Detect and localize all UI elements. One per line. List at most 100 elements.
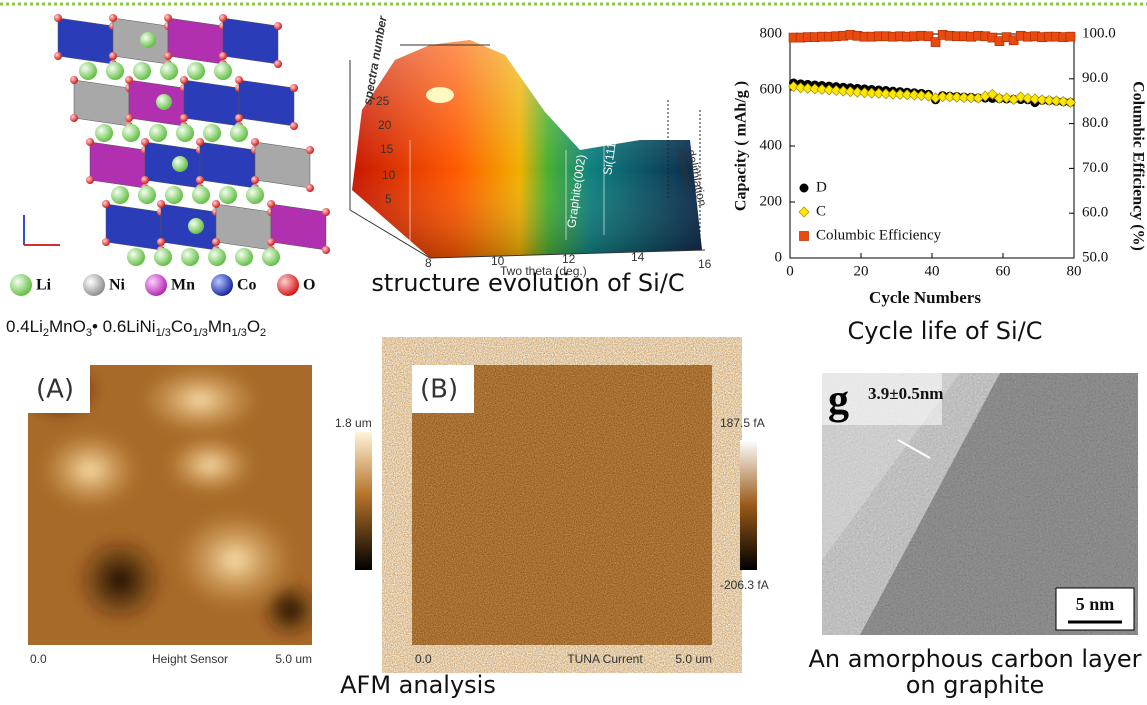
lithium [188,218,204,234]
oxygen [212,200,220,208]
oxygen [251,176,259,184]
legend-text: O [303,277,315,294]
oxygen [164,52,172,60]
oxygen [54,52,62,60]
oxygen [274,22,282,30]
polyhedron [271,204,326,250]
tick: 25 [376,94,390,108]
polyhedron [223,18,278,64]
surface-shade [352,40,702,258]
tick: 15 [380,142,394,156]
marker [800,232,809,241]
oxygen [290,84,298,92]
lithium [79,62,97,80]
oxygen [251,138,259,146]
pit [260,580,320,640]
scale-label: -206.3 fA [720,578,769,592]
lithium [106,62,124,80]
lithium [192,186,210,204]
polyhedron [74,80,129,126]
legend-ball [10,274,32,296]
legend-text: Columbic Efficiency [816,227,942,243]
plot-frame [790,34,1074,258]
grain [140,365,260,435]
legend-ball [277,274,299,296]
lithium [246,186,264,204]
lithium [160,62,178,80]
afm-a: (A) 1.8 um 0.0 Height Sensor 5.0 um [20,360,372,666]
axis-text: 5.0 um [675,652,712,666]
lithium [127,248,145,266]
axis-text: 0.0 [415,652,432,666]
crystal-structure [24,14,330,266]
axis-text: 0.0 [30,652,47,666]
lithium [214,62,232,80]
oxygen [219,14,227,22]
legend-ball [211,274,233,296]
lithium [140,32,156,48]
lithium [208,248,226,266]
x-tick-label: 20 [854,263,869,279]
lithium [235,248,253,266]
formula-part: Co [171,317,193,336]
formula-part: MnO [49,317,86,336]
oxygen [180,114,188,122]
oxygen [109,52,117,60]
formula-sub: 1/3 [232,327,247,339]
oxygen [196,176,204,184]
lithium [262,248,280,266]
oxygen [235,76,243,84]
y-tick-label: 600 [760,81,783,97]
y2-tick-label: 80.0 [1082,115,1108,131]
grain [40,430,140,510]
oxygen [180,76,188,84]
oxygen [267,200,275,208]
formula-sub: 1/3 [156,327,171,339]
oxygen [290,122,298,130]
oxygen [322,246,330,254]
oxygen [54,14,62,22]
x-axis-label: Cycle Numbers [869,288,981,307]
oxygen [86,176,94,184]
oxygen [141,176,149,184]
tick: 20 [378,118,392,132]
axis-text: TUNA Current [567,652,643,666]
marker [799,207,809,217]
y-tick-label: 400 [760,137,783,153]
formula-part: Mn [208,317,232,336]
highlight [426,87,454,103]
formula-sub: 2 [260,327,266,339]
panel-label: (B) [420,375,458,405]
polyhedron [216,204,271,250]
y2-tick-label: 50.0 [1082,249,1108,265]
polyhedron [106,204,161,250]
caption: Cycle life of Si/C [848,317,1043,345]
oxygen [70,76,78,84]
pit [75,535,165,625]
formula-sub: 1/3 [193,327,208,339]
lithium [138,186,156,204]
oxygen [306,184,314,192]
oxygen [86,138,94,146]
lithium [219,186,237,204]
caption: AFM analysis [340,671,496,699]
x-tick-label: 0 [786,263,794,279]
color-bar [740,440,757,570]
oxygen [109,14,117,22]
marker [1066,32,1075,41]
afm-b: (B) 187.5 fA -206.3 fA 0.0 TUNA Current … [412,365,769,666]
y-tick-label: 0 [775,249,783,265]
legend-text: Mn [171,277,195,294]
lithium [149,124,167,142]
y-axis-label: Capacity ( mAh/g ) [733,81,750,211]
oxygen [219,52,227,60]
oxygen [274,60,282,68]
lithium [176,124,194,142]
oxygen [267,238,275,246]
caption: structure evolution of Si/C [371,269,684,297]
y-tick-label: 200 [760,193,783,209]
legend-text: D [816,179,827,195]
lithium [156,94,172,110]
oxygen [102,200,110,208]
cycle-chart: Capacity ( mAh/g ) Columbic Efficiency (… [733,25,1147,306]
